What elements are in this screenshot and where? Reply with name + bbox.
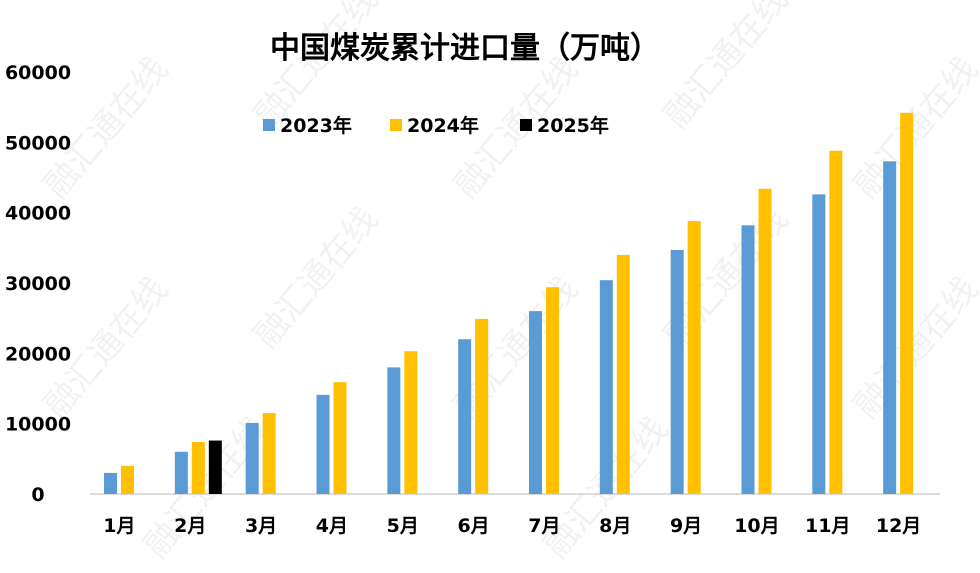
bar-2024年-5月 bbox=[404, 351, 418, 494]
legend-swatch bbox=[520, 119, 532, 131]
bar-2024年-3月 bbox=[262, 413, 276, 494]
x-tick-label: 9月 bbox=[670, 515, 702, 537]
y-tick-label: 0 bbox=[31, 484, 44, 506]
x-tick-label: 1月 bbox=[103, 515, 135, 537]
bar-2024年-6月 bbox=[475, 318, 489, 494]
legend-label: 2024年 bbox=[407, 114, 479, 137]
bars bbox=[104, 112, 914, 495]
x-tick-label: 8月 bbox=[599, 515, 631, 537]
bar-2023年-12月 bbox=[883, 161, 897, 494]
x-tick-label: 4月 bbox=[316, 515, 348, 537]
bar-2023年-7月 bbox=[529, 311, 542, 494]
y-axis: 0 10000 20000 30000 40000 50000 60000 bbox=[5, 62, 71, 506]
bar-2023年-3月 bbox=[245, 422, 259, 494]
y-tick-label: 40000 bbox=[5, 203, 71, 225]
bar-2023年-10月 bbox=[741, 225, 755, 494]
bar-2024年-10月 bbox=[758, 188, 772, 494]
y-tick-label: 20000 bbox=[5, 343, 71, 365]
watermark-text: 融汇通在线 bbox=[246, 200, 386, 356]
bar-2025年-2月 bbox=[208, 440, 222, 494]
x-tick-label: 5月 bbox=[387, 515, 419, 537]
bar-2024年-12月 bbox=[900, 112, 914, 494]
x-tick-label: 2月 bbox=[174, 515, 206, 537]
x-tick-label: 7月 bbox=[528, 515, 560, 537]
chart-title: 中国煤炭累计进口量（万吨） bbox=[270, 31, 660, 66]
watermark-text: 融汇通在线 bbox=[656, 0, 796, 136]
legend-swatch bbox=[263, 119, 275, 131]
bar-2023年-6月 bbox=[458, 339, 472, 494]
y-tick-label: 10000 bbox=[5, 414, 71, 436]
legend: 2023年 2024年 2025年 bbox=[263, 114, 609, 137]
bar-2024年-7月 bbox=[546, 287, 559, 494]
bar-2023年-2月 bbox=[174, 451, 188, 494]
y-tick-label: 30000 bbox=[5, 273, 71, 295]
bar-2024年-8月 bbox=[616, 254, 630, 494]
x-tick-label: 11月 bbox=[805, 515, 850, 537]
legend-label: 2025年 bbox=[537, 114, 609, 137]
bar-2023年-9月 bbox=[670, 249, 684, 494]
x-tick-label: 6月 bbox=[457, 515, 489, 537]
y-tick-label: 60000 bbox=[5, 62, 71, 84]
legend-label: 2023年 bbox=[280, 114, 352, 137]
bar-2023年-8月 bbox=[599, 280, 613, 494]
legend-swatch bbox=[390, 119, 402, 131]
bar-2024年-1月 bbox=[121, 465, 134, 494]
x-axis: 1月 2月 3月 4月 5月 6月 7月 8月 9月 10月 11月 12月 bbox=[103, 515, 921, 537]
bar-2023年-5月 bbox=[387, 367, 401, 494]
x-tick-label: 10月 bbox=[734, 515, 779, 537]
bar-2023年-4月 bbox=[316, 394, 330, 494]
y-tick-label: 50000 bbox=[5, 132, 71, 154]
bar-2023年-1月 bbox=[104, 472, 117, 494]
x-tick-label: 3月 bbox=[245, 515, 277, 537]
bar-2024年-11月 bbox=[829, 150, 843, 495]
bar-2023年-11月 bbox=[812, 194, 826, 494]
bar-2024年-9月 bbox=[687, 221, 701, 494]
x-tick-label: 12月 bbox=[876, 515, 921, 537]
bar-2024年-2月 bbox=[191, 441, 205, 494]
bar-2024年-4月 bbox=[333, 382, 347, 494]
